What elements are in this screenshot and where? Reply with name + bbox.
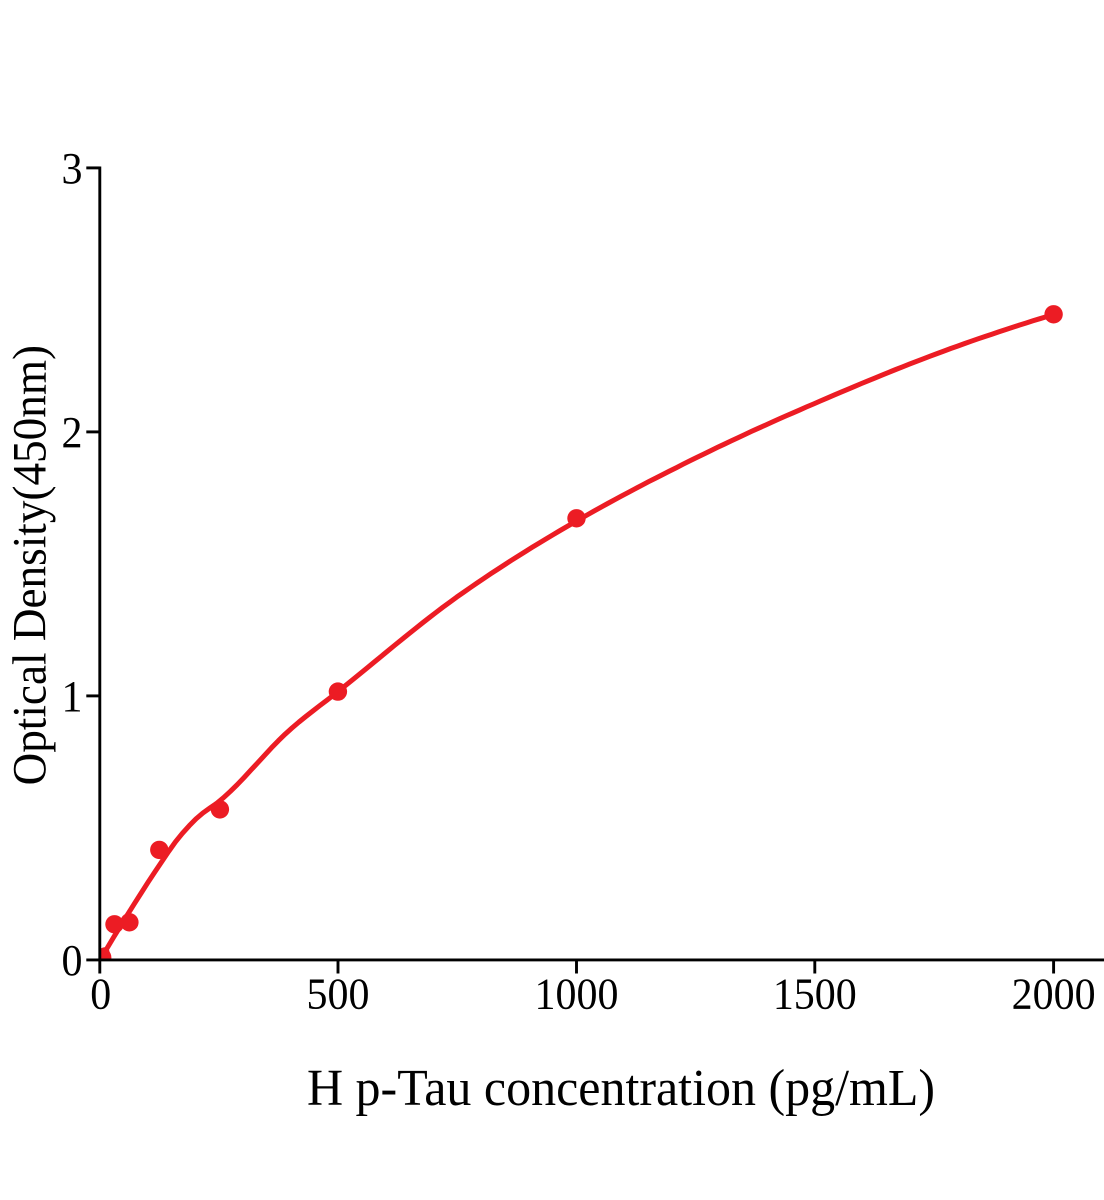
svg-text:0: 0 (62, 937, 83, 985)
svg-text:3: 3 (62, 145, 83, 193)
svg-text:H p-Tau concentration (pg/mL): H p-Tau concentration (pg/mL) (307, 1059, 935, 1117)
svg-text:Optical Density(450nm): Optical Density(450nm) (5, 345, 57, 785)
svg-text:2000: 2000 (1012, 971, 1096, 1019)
svg-text:1500: 1500 (773, 971, 857, 1019)
svg-text:2: 2 (62, 409, 83, 457)
svg-text:1000: 1000 (535, 971, 619, 1019)
svg-text:1: 1 (62, 673, 83, 721)
svg-text:0: 0 (90, 971, 111, 1019)
svg-text:500: 500 (307, 971, 370, 1019)
